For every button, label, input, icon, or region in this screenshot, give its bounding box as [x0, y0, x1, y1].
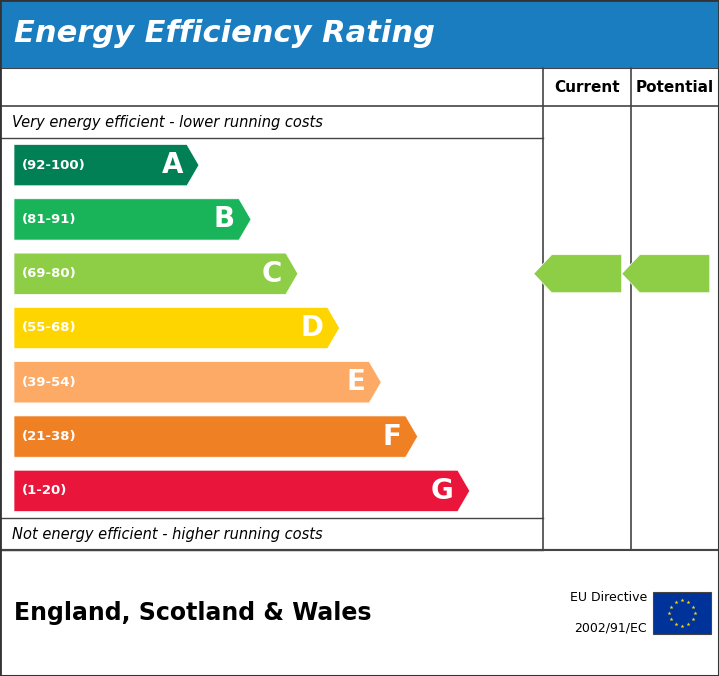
Text: D: D: [301, 314, 324, 342]
Polygon shape: [14, 416, 418, 457]
Bar: [653, 592, 711, 634]
Polygon shape: [14, 308, 339, 349]
Text: EU Directive: EU Directive: [569, 592, 647, 604]
Text: (1-20): (1-20): [22, 485, 68, 498]
Text: A: A: [161, 151, 183, 179]
Polygon shape: [14, 253, 298, 294]
Text: (69-80): (69-80): [22, 267, 77, 281]
Text: Current: Current: [554, 80, 620, 95]
Text: 2002/91/EC: 2002/91/EC: [574, 622, 647, 635]
Text: G: G: [431, 477, 454, 505]
Polygon shape: [622, 255, 710, 293]
Polygon shape: [14, 199, 251, 240]
Text: E: E: [347, 368, 365, 396]
Text: (81-91): (81-91): [22, 213, 76, 226]
Text: F: F: [383, 422, 402, 451]
Bar: [0, 0, 719, 68]
Polygon shape: [14, 362, 381, 403]
Text: (55-68): (55-68): [22, 322, 77, 335]
Text: B: B: [214, 206, 235, 233]
Bar: [0, 68, 719, 550]
Text: England, Scotland & Wales: England, Scotland & Wales: [14, 601, 372, 625]
Text: (21-38): (21-38): [22, 430, 77, 443]
Text: (39-54): (39-54): [22, 376, 77, 389]
Text: 80: 80: [661, 264, 692, 284]
Text: Potential: Potential: [636, 80, 714, 95]
Text: Very energy efficient - lower running costs: Very energy efficient - lower running co…: [12, 114, 323, 130]
Text: C: C: [262, 260, 282, 288]
Polygon shape: [533, 255, 622, 293]
Text: (92-100): (92-100): [22, 159, 86, 172]
Polygon shape: [14, 145, 199, 186]
Text: Not energy efficient - higher running costs: Not energy efficient - higher running co…: [12, 527, 323, 541]
Text: 80: 80: [573, 264, 604, 284]
Text: Energy Efficiency Rating: Energy Efficiency Rating: [14, 20, 435, 49]
Bar: [0, 550, 719, 676]
Polygon shape: [14, 470, 470, 512]
